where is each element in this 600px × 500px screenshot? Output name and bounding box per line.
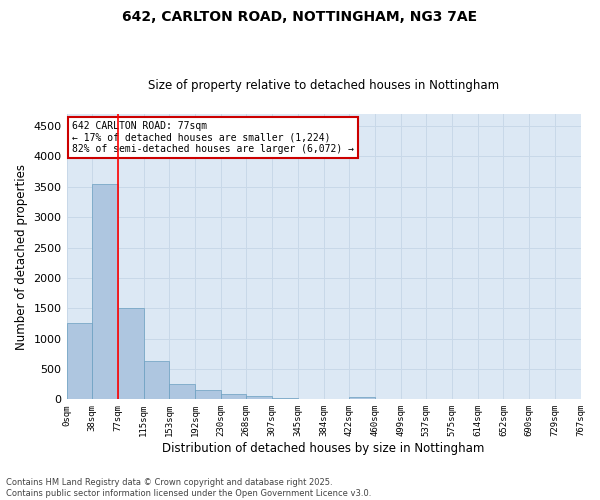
Bar — [67, 324, 92, 400]
Text: 642 CARLTON ROAD: 77sqm
← 17% of detached houses are smaller (1,224)
82% of semi: 642 CARLTON ROAD: 77sqm ← 17% of detache… — [71, 121, 353, 154]
Bar — [92, 184, 118, 400]
Bar — [221, 394, 246, 400]
Bar — [169, 384, 195, 400]
Y-axis label: Number of detached properties: Number of detached properties — [15, 164, 28, 350]
Text: Contains HM Land Registry data © Crown copyright and database right 2025.
Contai: Contains HM Land Registry data © Crown c… — [6, 478, 371, 498]
Bar — [195, 390, 221, 400]
Bar — [246, 396, 272, 400]
Bar — [118, 308, 143, 400]
Bar — [298, 398, 324, 400]
Bar — [143, 361, 169, 400]
Text: 642, CARLTON ROAD, NOTTINGHAM, NG3 7AE: 642, CARLTON ROAD, NOTTINGHAM, NG3 7AE — [122, 10, 478, 24]
X-axis label: Distribution of detached houses by size in Nottingham: Distribution of detached houses by size … — [163, 442, 485, 455]
Bar — [349, 397, 375, 400]
Bar — [272, 398, 298, 400]
Title: Size of property relative to detached houses in Nottingham: Size of property relative to detached ho… — [148, 79, 499, 92]
